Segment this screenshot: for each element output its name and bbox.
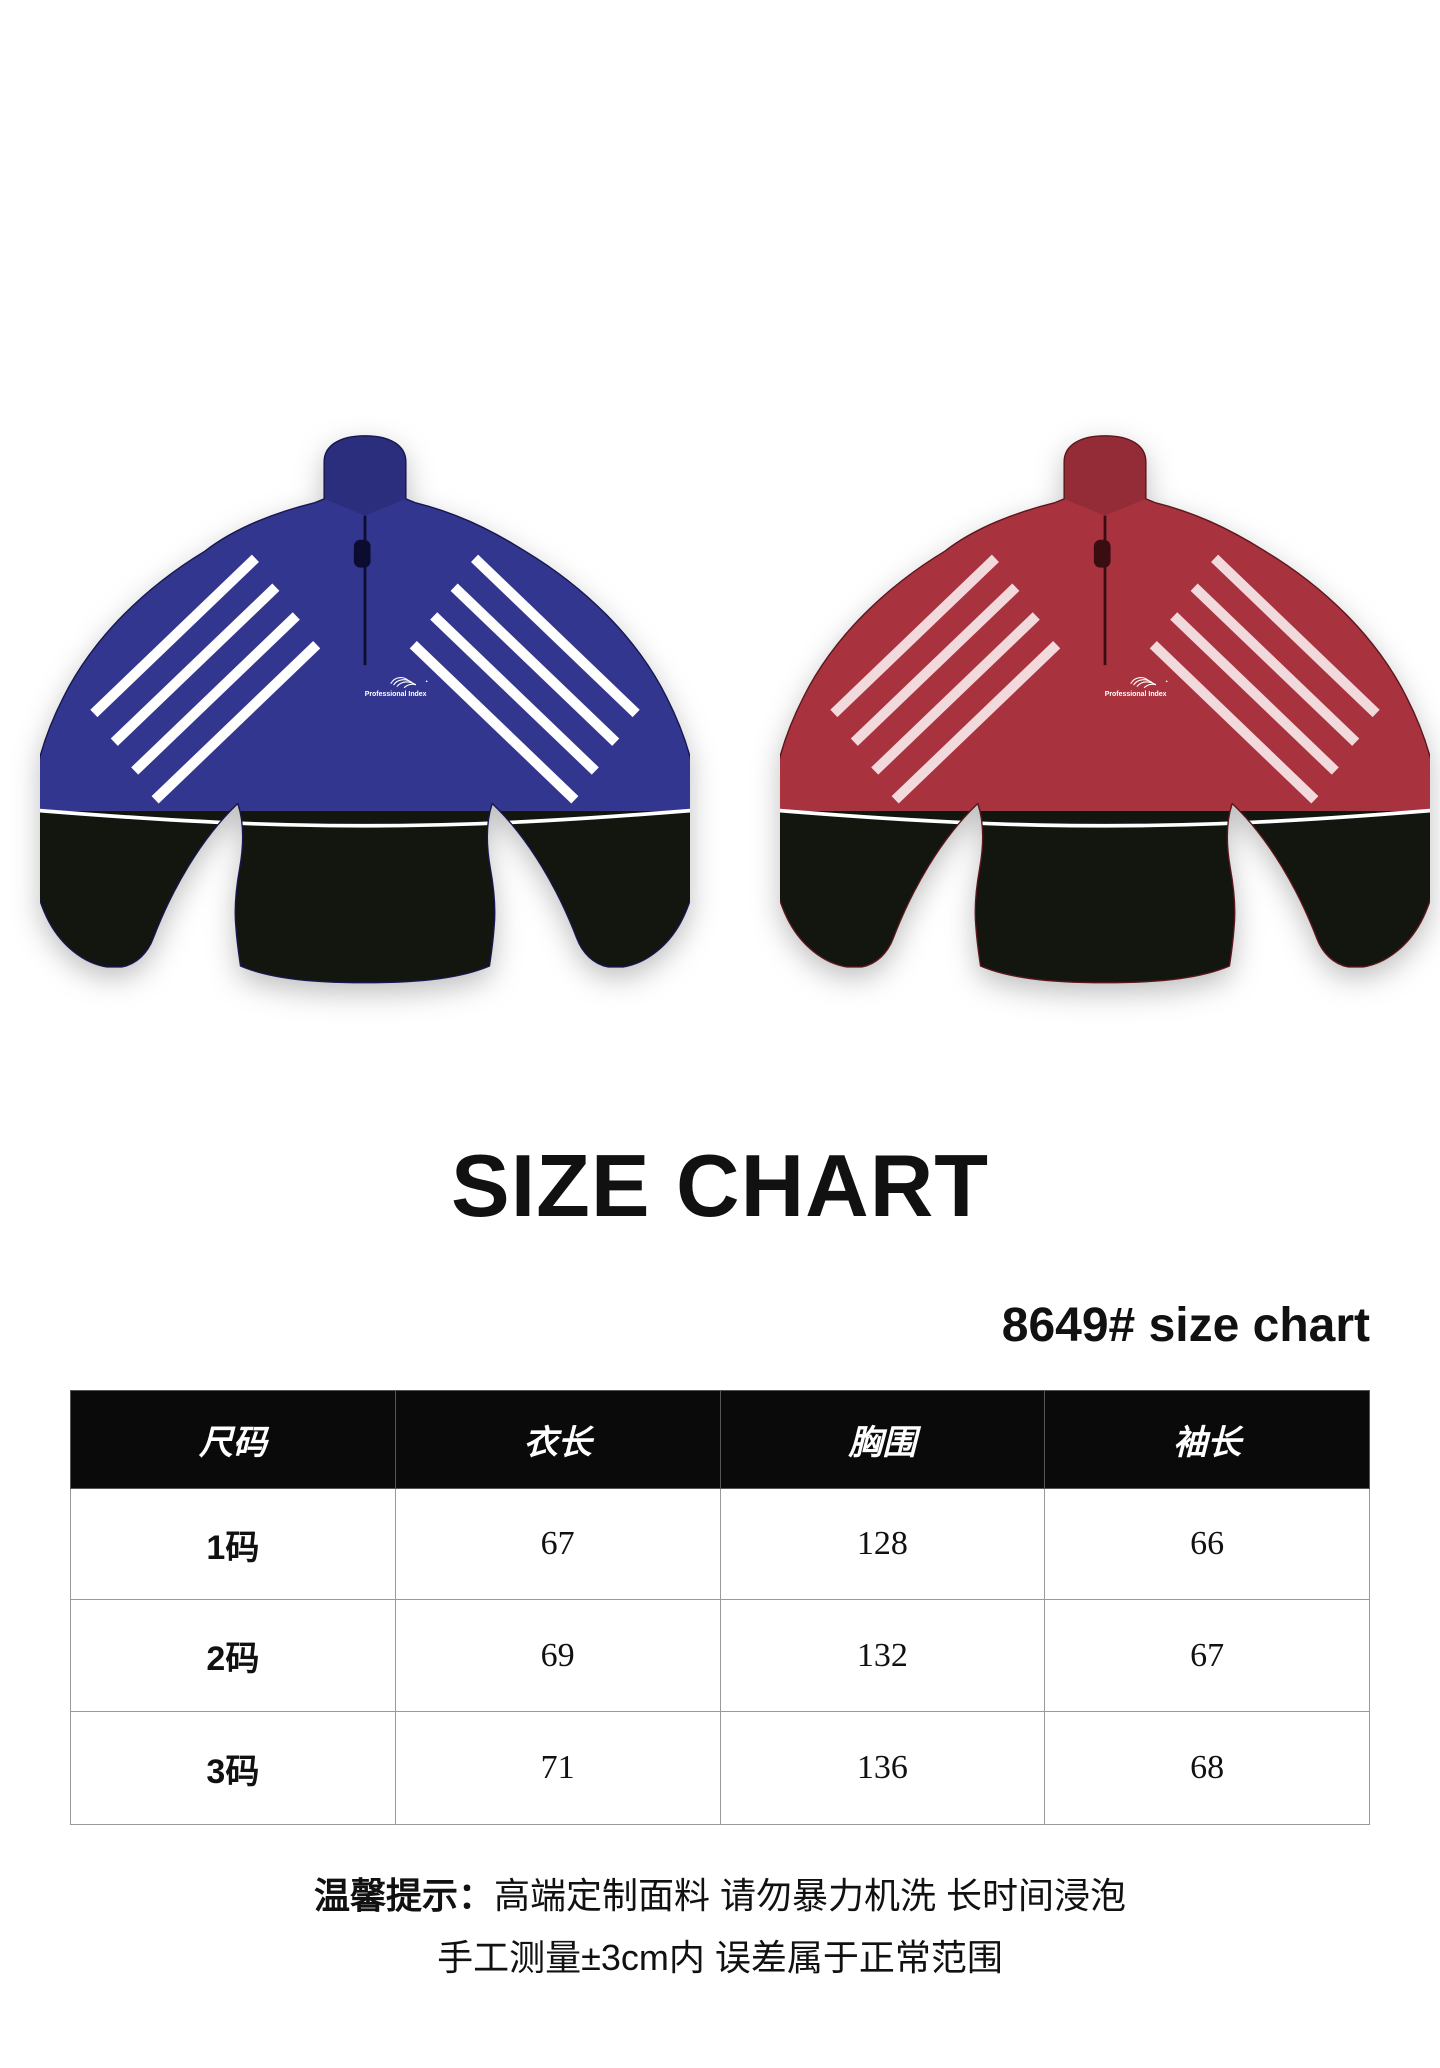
svg-text:Professional Index: Professional Index	[365, 691, 427, 698]
svg-text:Professional Index: Professional Index	[1105, 691, 1167, 698]
